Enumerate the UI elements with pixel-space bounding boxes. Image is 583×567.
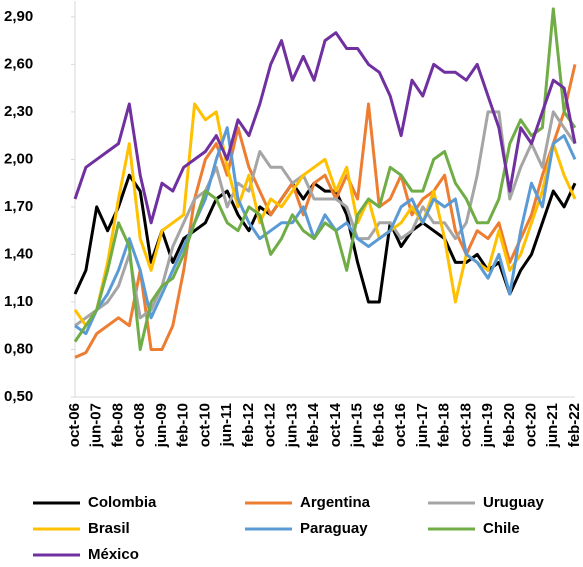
x-tick-label: jun-21 bbox=[544, 403, 561, 448]
x-tick-label: feb-22 bbox=[566, 403, 583, 447]
legend-label: Brasil bbox=[88, 520, 130, 537]
x-tick-label: oct-06 bbox=[66, 403, 83, 447]
y-tick-label: 2,90 bbox=[4, 8, 33, 25]
x-tick-label: feb-14 bbox=[305, 402, 322, 447]
series-line bbox=[73, 7, 577, 351]
legend-label: Paraguay bbox=[300, 520, 368, 537]
x-tick-label: oct-18 bbox=[457, 403, 474, 447]
y-tick-label: 1,10 bbox=[4, 293, 33, 310]
x-tick-label: jun-09 bbox=[153, 403, 170, 448]
x-tick-label: jun-13 bbox=[283, 403, 300, 448]
x-tick-label: oct-14 bbox=[327, 402, 344, 447]
x-tick-label: oct-16 bbox=[392, 403, 409, 447]
x-tick-label: oct-20 bbox=[522, 403, 539, 447]
x-tick-label: feb-16 bbox=[370, 403, 387, 447]
y-tick-label: 0,80 bbox=[4, 340, 33, 357]
series-line bbox=[74, 64, 577, 359]
legend-label: Chile bbox=[483, 520, 520, 537]
x-tick-label: feb-12 bbox=[240, 403, 257, 447]
legend-label: México bbox=[88, 546, 139, 563]
series-line bbox=[73, 31, 577, 225]
series-line bbox=[74, 126, 577, 336]
x-tick-label: jun-07 bbox=[88, 403, 105, 448]
x-tick-label: jun-15 bbox=[349, 403, 366, 448]
x-tick-label: oct-08 bbox=[131, 403, 148, 447]
y-tick-label: 0,50 bbox=[4, 388, 33, 405]
x-tick-label: feb-18 bbox=[436, 403, 453, 447]
legend-label: Uruguay bbox=[483, 494, 545, 511]
legend-label: Argentina bbox=[300, 494, 371, 511]
legend-label: Colombia bbox=[88, 494, 157, 511]
x-tick-label: jun-11 bbox=[218, 403, 235, 447]
y-tick-label: 2,60 bbox=[4, 55, 33, 72]
x-tick-label: oct-10 bbox=[196, 403, 213, 447]
series-line bbox=[73, 102, 577, 328]
y-tick-label: 1,40 bbox=[4, 245, 33, 262]
x-tick-label: oct-12 bbox=[262, 403, 279, 447]
y-tick-label: 2,00 bbox=[4, 150, 33, 167]
x-tick-label: jun-19 bbox=[479, 403, 496, 448]
x-tick-label: jun-17 bbox=[414, 403, 431, 448]
x-tick-label: feb-08 bbox=[109, 403, 126, 447]
y-tick-label: 1,70 bbox=[4, 198, 33, 215]
y-tick-label: 2,30 bbox=[4, 103, 33, 120]
x-tick-label: feb-20 bbox=[501, 403, 518, 447]
x-tick-label: feb-10 bbox=[175, 403, 192, 447]
